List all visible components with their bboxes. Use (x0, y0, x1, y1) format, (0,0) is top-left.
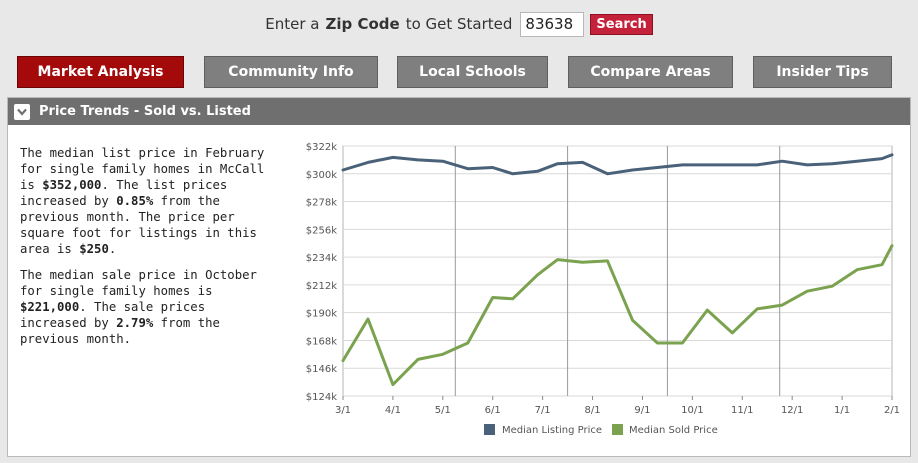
x-tick-label: 5/1 (435, 405, 451, 416)
panel-header[interactable]: Price Trends - Sold vs. Listed (8, 98, 910, 125)
x-tick-label: 8/1 (584, 405, 600, 416)
x-tick-label: 12/1 (781, 405, 803, 416)
x-tick-label: 1/1 (834, 405, 850, 416)
tab-community-info[interactable]: Community Info (204, 56, 378, 88)
list-price-paragraph: The median list price in February for si… (20, 146, 265, 256)
zip-prompt-suffix: to Get Started (405, 15, 513, 33)
y-tick-label: $168k (306, 336, 337, 347)
y-tick-label: $322k (306, 142, 337, 153)
x-tick-label: 10/1 (681, 405, 703, 416)
market-summary: The median list price in February for si… (20, 145, 272, 357)
x-tick-label: 4/1 (385, 405, 401, 416)
legend-label-sold: Median Sold Price (629, 425, 718, 436)
tab-compare-areas[interactable]: Compare Areas (568, 56, 733, 88)
sold-price-line (341, 244, 894, 387)
x-tick-label: 2/1 (884, 405, 900, 416)
y-tick-label: $300k (306, 170, 337, 181)
zip-prompt-prefix: Enter a (265, 15, 320, 33)
search-button[interactable]: Search (590, 13, 653, 35)
y-tick-label: $146k (306, 364, 337, 375)
x-tick-label: 11/1 (731, 405, 753, 416)
x-tick-label: 7/1 (535, 405, 551, 416)
price-per-sqft-value: $250 (79, 242, 109, 256)
y-tick-label: $124k (306, 392, 337, 403)
panel-title: Price Trends - Sold vs. Listed (39, 104, 251, 119)
legend-swatch-sold (612, 424, 623, 435)
legend-label-listing: Median Listing Price (502, 425, 602, 436)
tab-market-analysis[interactable]: Market Analysis (17, 56, 184, 88)
y-tick-label: $212k (306, 281, 337, 292)
zip-code-input[interactable] (520, 11, 585, 37)
listing-price-line (341, 153, 894, 176)
list-increase-value: 0.85% (116, 194, 154, 208)
x-tick-label: 6/1 (485, 405, 501, 416)
tab-local-schools[interactable]: Local Schools (397, 56, 548, 88)
x-tick-label: 3/1 (335, 405, 351, 416)
zip-search-bar: Enter a Zip Code to Get Started Search (0, 10, 918, 38)
zip-prompt-bold: Zip Code (325, 15, 400, 33)
y-tick-label: $278k (306, 198, 337, 209)
sale-price-value: $221,000 (20, 300, 80, 314)
tab-insider-tips[interactable]: Insider Tips (753, 56, 892, 88)
y-tick-label: $190k (306, 309, 337, 320)
y-tick-label: $234k (306, 253, 337, 264)
y-tick-label: $256k (306, 225, 337, 236)
legend-swatch-listing (484, 424, 495, 435)
list-price-value: $352,000 (42, 178, 102, 192)
sale-price-paragraph: The median sale price in October for sin… (20, 268, 257, 346)
sale-increase-value: 2.79% (116, 316, 154, 330)
price-trends-chart: $124k $146k $168k $190k $212k $234k $256k $278k… (306, 142, 900, 436)
price-trends-panel: Price Trends - Sold vs. Listed The media… (7, 97, 911, 457)
collapse-icon[interactable] (14, 103, 30, 120)
x-tick-label: 9/1 (634, 405, 650, 416)
